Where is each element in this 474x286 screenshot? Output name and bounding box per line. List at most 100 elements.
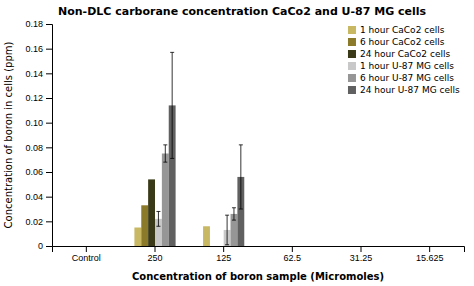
bar xyxy=(375,246,382,247)
bar xyxy=(368,246,375,247)
legend-label: 24 hour U-87 MG cells xyxy=(360,85,460,95)
x-tick: 125 xyxy=(216,246,231,263)
y-tick-mark xyxy=(46,49,52,50)
error-bar-cap xyxy=(225,215,229,216)
y-tick-label: 0.10 xyxy=(25,118,43,128)
bar xyxy=(217,246,224,247)
series xyxy=(141,205,148,246)
legend-swatch xyxy=(348,74,356,82)
bar xyxy=(361,246,368,247)
x-tick: Control xyxy=(72,246,101,263)
legend-item: 6 hour CaCo2 cells xyxy=(348,37,445,47)
legend-label: 6 hour U-87 MG cells xyxy=(360,73,454,83)
y-tick-mark xyxy=(46,246,52,247)
error-bar-line xyxy=(165,145,166,162)
error-bar xyxy=(163,145,167,162)
legend-item: 24 hour CaCo2 cells xyxy=(348,49,450,59)
y-tick-mark xyxy=(46,98,52,99)
x-tick: 62.5 xyxy=(284,246,302,263)
x-tick: 250 xyxy=(147,246,162,263)
y-tick-mark xyxy=(46,123,52,124)
legend-item: 6 hour U-87 MG cells xyxy=(348,73,454,83)
bar xyxy=(416,246,423,247)
y-tick-mark xyxy=(46,172,52,173)
bar xyxy=(73,246,80,247)
y-tick: 0.04 xyxy=(25,192,52,202)
x-tick-mark xyxy=(86,246,87,252)
legend-label: 24 hour CaCo2 cells xyxy=(360,49,450,59)
error-bar xyxy=(156,211,160,226)
y-axis-title: Concentration of boron in cells (ppm) xyxy=(3,41,14,228)
error-bar-cap xyxy=(163,162,167,163)
legend-label: 1 hour U-87 MG cells xyxy=(360,61,454,71)
legend-label: 1 hour CaCo2 cells xyxy=(360,25,445,35)
error-bar-line xyxy=(233,208,234,220)
y-tick: 0.06 xyxy=(25,167,52,177)
y-tick: 0.08 xyxy=(25,143,52,153)
y-tick-mark xyxy=(46,221,52,222)
x-tick: 15.625 xyxy=(416,246,444,263)
error-bar-cap xyxy=(156,226,160,227)
chart: 0 0.02 0.04 0.06 0.08 0.10 0.12 0.14 0.16 0.18 Con… xyxy=(0,0,474,286)
bar xyxy=(306,246,313,247)
plot-area: 0 0.02 0.04 0.06 0.08 0.10 0.12 0.14 0.16 0.18 Con… xyxy=(25,19,464,263)
bar xyxy=(430,246,437,247)
x-axis: Control 250 125 62.5 31.25 15.625 xyxy=(53,246,465,263)
bar xyxy=(292,246,299,247)
error-bar-cap xyxy=(170,158,174,159)
x-tick-mark xyxy=(223,246,224,252)
x-tick-label: 31.25 xyxy=(350,253,373,263)
bars xyxy=(134,105,244,246)
y-tick-mark xyxy=(46,197,52,198)
error-bar-cap xyxy=(239,144,243,145)
error-bar-line xyxy=(158,211,159,226)
bar xyxy=(93,246,100,247)
legend-item: 24 hour U-87 MG cells xyxy=(348,85,460,95)
y-tick: 0.18 xyxy=(25,19,52,29)
x-tick-mark xyxy=(361,246,362,252)
x-tick-label: 15.625 xyxy=(416,253,444,263)
series xyxy=(148,179,155,246)
x-tick-label: 250 xyxy=(147,253,162,263)
title: Non-DLC carborane concentration CaCo2 an… xyxy=(58,5,427,18)
bar xyxy=(279,246,286,247)
bar xyxy=(66,246,73,247)
y-tick-label: 0 xyxy=(38,241,43,251)
legend-item: 1 hour CaCo2 cells xyxy=(348,25,445,35)
error-bar xyxy=(239,145,243,209)
y-axis-line xyxy=(46,25,53,247)
error-bar-line xyxy=(172,52,173,158)
error-bar-line xyxy=(240,145,241,209)
y-tick: 0.14 xyxy=(25,69,52,79)
error-bar xyxy=(232,208,236,220)
x-tick-label: 125 xyxy=(216,253,231,263)
bar xyxy=(210,246,217,247)
y-tick: 0.12 xyxy=(25,93,52,103)
legend-swatch xyxy=(348,38,356,46)
error-bar-cap xyxy=(163,144,167,145)
error-bar-cap xyxy=(170,52,174,53)
error-bars xyxy=(156,52,242,244)
error-bar xyxy=(225,215,229,245)
legend-label: 6 hour CaCo2 cells xyxy=(360,37,445,47)
y-tick: 0.10 xyxy=(25,118,52,128)
y-tick-label: 0.16 xyxy=(25,44,43,54)
y-tick-mark xyxy=(46,147,52,148)
bar xyxy=(285,246,292,247)
bar xyxy=(437,246,444,247)
y-tick-label: 0.14 xyxy=(25,69,43,79)
y-tick-label: 0.06 xyxy=(25,167,43,177)
y-tick-mark xyxy=(46,24,52,25)
y-tick: 0.02 xyxy=(25,217,52,227)
bar xyxy=(409,246,416,247)
legend-item: 1 hour U-87 MG cells xyxy=(348,61,454,71)
x-axis-line xyxy=(53,247,465,253)
bar xyxy=(299,246,306,247)
y-tick-label: 0.18 xyxy=(25,19,43,29)
x-tick-mark xyxy=(292,246,293,252)
bar xyxy=(100,246,107,247)
bar xyxy=(340,246,347,247)
bar xyxy=(148,179,155,246)
bar xyxy=(443,246,450,247)
error-bar-cap xyxy=(225,244,229,245)
